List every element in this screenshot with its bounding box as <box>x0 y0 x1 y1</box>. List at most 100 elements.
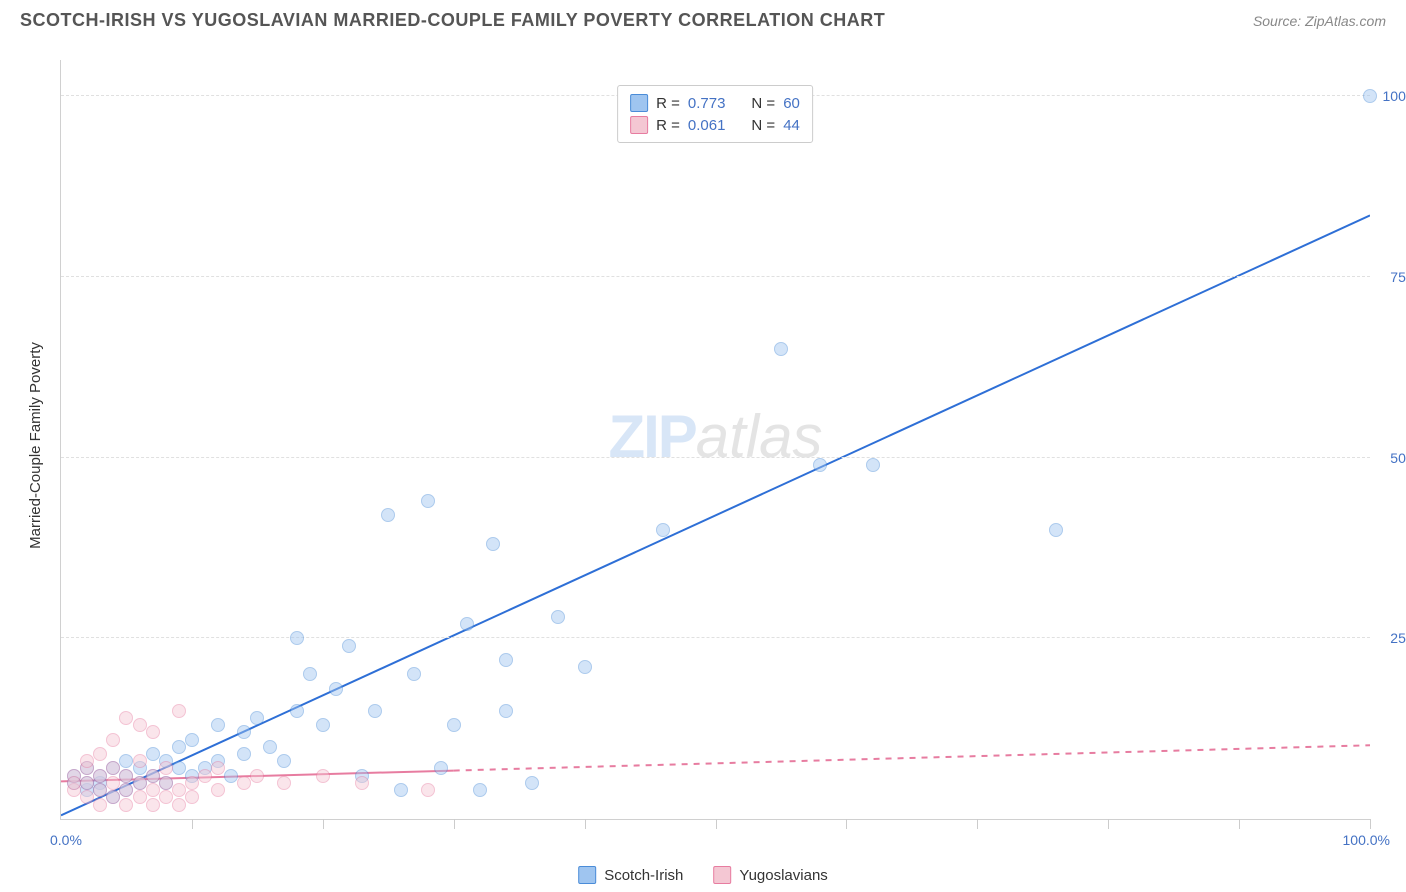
scatter-point <box>133 776 147 790</box>
scatter-point <box>146 747 160 761</box>
n-label: N = <box>751 117 775 134</box>
scatter-point <box>473 783 487 797</box>
y-tick-label: 100.0% <box>1383 88 1406 104</box>
scatter-point <box>198 769 212 783</box>
r-label: R = <box>656 117 680 134</box>
legend-item: Scotch-Irish <box>578 866 683 884</box>
trend-lines-svg <box>61 60 1370 819</box>
scatter-point <box>146 769 160 783</box>
scatter-point <box>250 711 264 725</box>
scatter-point <box>250 769 264 783</box>
scatter-point <box>237 747 251 761</box>
trend-line <box>61 215 1370 815</box>
scatter-point <box>159 790 173 804</box>
scatter-point <box>133 718 147 732</box>
x-tick <box>454 819 455 829</box>
scatter-point <box>119 711 133 725</box>
scatter-point <box>656 523 670 537</box>
x-tick <box>716 819 717 829</box>
scatter-point <box>381 508 395 522</box>
header: SCOTCH-IRISH VS YUGOSLAVIAN MARRIED-COUP… <box>0 0 1406 31</box>
scatter-point <box>774 342 788 356</box>
scatter-point <box>1049 523 1063 537</box>
x-tick <box>192 819 193 829</box>
watermark-atlas: atlas <box>696 402 823 471</box>
scatter-point <box>106 761 120 775</box>
scatter-point <box>80 754 94 768</box>
stats-legend-row: R =0.061N =44 <box>630 114 800 136</box>
scatter-point <box>355 776 369 790</box>
n-label: N = <box>751 95 775 112</box>
scatter-point <box>106 790 120 804</box>
legend-swatch <box>578 866 596 884</box>
legend-label: Yugoslavians <box>739 867 827 884</box>
scatter-point <box>237 725 251 739</box>
r-label: R = <box>656 95 680 112</box>
y-axis-label-wrap: Married-Couple Family Poverty <box>20 40 50 850</box>
scatter-point <box>303 667 317 681</box>
scatter-point <box>185 776 199 790</box>
scatter-point <box>133 754 147 768</box>
n-value: 60 <box>783 95 800 112</box>
y-tick-label: 75.0% <box>1390 269 1406 285</box>
scatter-point <box>119 754 133 768</box>
scatter-point <box>172 783 186 797</box>
scatter-point <box>263 740 277 754</box>
scatter-point <box>578 660 592 674</box>
scatter-point <box>93 783 107 797</box>
scatter-point <box>1363 89 1377 103</box>
x-origin-label: 0.0% <box>50 832 82 848</box>
scatter-point <box>119 798 133 812</box>
hgridline: 75.0% <box>61 276 1370 277</box>
legend-item: Yugoslavians <box>713 866 827 884</box>
scatter-point <box>342 639 356 653</box>
scatter-point <box>460 617 474 631</box>
x-tick <box>846 819 847 829</box>
hgridline: 50.0% <box>61 457 1370 458</box>
scatter-point <box>146 783 160 797</box>
stats-legend: R = 0.773 N = 60 R =0.061N =44 <box>617 85 813 143</box>
scatter-point <box>172 740 186 754</box>
x-tick <box>1239 819 1240 829</box>
scatter-point <box>159 761 173 775</box>
x-tick <box>1370 819 1371 829</box>
scatter-point <box>421 783 435 797</box>
scatter-point <box>394 783 408 797</box>
scatter-point <box>159 776 173 790</box>
scatter-point <box>119 769 133 783</box>
trend-line <box>454 745 1370 770</box>
chart-wrap: Married-Couple Family Poverty ZIPatlas 2… <box>20 40 1386 850</box>
watermark: ZIPatlas <box>608 402 822 471</box>
scatter-point <box>224 769 238 783</box>
x-max-label: 100.0% <box>1343 832 1390 848</box>
scatter-point <box>499 653 513 667</box>
x-tick <box>323 819 324 829</box>
scatter-point <box>106 733 120 747</box>
x-tick <box>1108 819 1109 829</box>
x-tick <box>977 819 978 829</box>
scatter-point <box>133 790 147 804</box>
scatter-point <box>434 761 448 775</box>
scatter-point <box>329 682 343 696</box>
legend-swatch <box>630 116 648 134</box>
scatter-point <box>368 704 382 718</box>
legend-swatch <box>630 94 648 112</box>
y-tick-label: 50.0% <box>1390 450 1406 466</box>
hgridline: 25.0% <box>61 637 1370 638</box>
scatter-point <box>551 610 565 624</box>
scatter-point <box>525 776 539 790</box>
scatter-point <box>172 761 186 775</box>
legend-swatch <box>713 866 731 884</box>
scatter-point <box>172 704 186 718</box>
plot-container: ZIPatlas 25.0%50.0%75.0%100.0% R =0.773N… <box>60 60 1370 820</box>
scatter-point <box>407 667 421 681</box>
r-value: 0.773 <box>688 95 726 112</box>
scatter-point <box>93 769 107 783</box>
scatter-point <box>316 718 330 732</box>
scatter-point <box>866 458 880 472</box>
scatter-point <box>486 537 500 551</box>
scatter-point <box>146 798 160 812</box>
plot-area: ZIPatlas 25.0%50.0%75.0%100.0% <box>60 60 1370 820</box>
scatter-point <box>447 718 461 732</box>
scatter-point <box>211 761 225 775</box>
